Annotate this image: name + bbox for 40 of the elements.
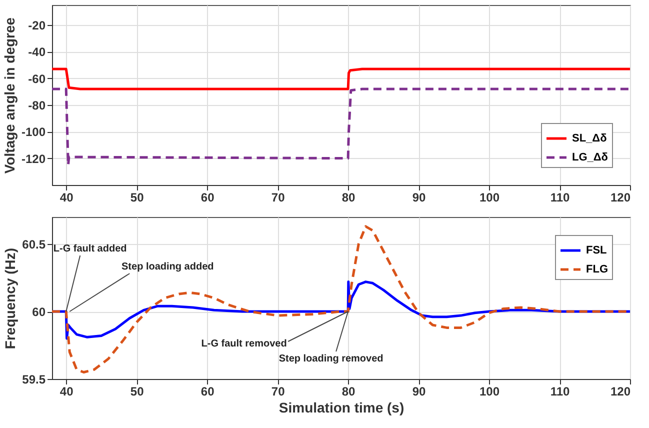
y-tick-label: -40 [28,45,46,60]
annotation: L-G fault removed [201,338,287,350]
legend-label: SL_Δδ [572,132,608,144]
x-tick-label: 50 [130,190,144,204]
x-tick-label: 70 [271,384,286,398]
annotation: L-G fault added [53,244,127,254]
x-tick-label: 80 [342,190,356,204]
y-tick-label: -120 [21,152,46,166]
line-series [52,68,630,90]
legend-label: FSL [586,244,608,256]
legend-label: FLG [586,264,608,276]
y-axis-title: Frequency (Hz) [2,248,18,350]
legend-label: LG_Δδ [572,152,608,164]
y-tick-label: -80 [28,98,46,112]
x-tick-label: 110 [550,190,570,204]
line-series [52,88,630,166]
y-tick-label: 59.5 [22,372,46,386]
y-tick-label: -60 [28,72,46,86]
x-tick-label: 40 [60,384,74,398]
x-tick-label: 50 [130,384,144,398]
x-tick-label: 70 [271,190,286,204]
x-tick-label: 110 [550,384,570,398]
x-tick-label: 90 [412,190,426,204]
x-tick-label: 120 [610,190,631,204]
x-axis-title: Simulation time (s) [278,400,404,416]
y-tick-label: 60 [32,305,46,319]
x-tick-label: 60 [200,384,215,398]
y-tick-label: 60.5 [22,238,46,252]
y-tick-label: -100 [21,125,46,140]
x-tick-label: 40 [60,190,74,204]
x-tick-label: 60 [200,190,215,204]
x-tick-label: 90 [412,384,426,398]
annotation: Step loading removed [278,354,384,364]
x-tick-label: 100 [480,384,500,398]
x-tick-label: 100 [480,190,500,204]
annotation: Step loading added [122,262,214,272]
x-tick-label: 120 [610,384,631,398]
x-tick-label: 80 [342,384,356,398]
y-axis-title: Voltage angle in degree [1,17,18,174]
y-tick-label: -20 [28,18,46,32]
